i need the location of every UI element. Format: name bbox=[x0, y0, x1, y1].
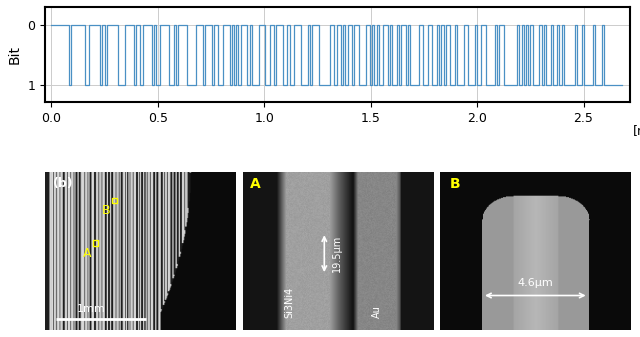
Bar bbox=[93, 240, 98, 246]
Text: [mm]: [mm] bbox=[634, 124, 640, 136]
Text: 1mm: 1mm bbox=[77, 304, 106, 314]
Text: (b): (b) bbox=[52, 177, 73, 190]
Text: B: B bbox=[450, 177, 460, 191]
Text: Au: Au bbox=[372, 305, 382, 317]
Text: A: A bbox=[83, 247, 92, 259]
Text: 4.6μm: 4.6μm bbox=[518, 278, 553, 287]
Text: A: A bbox=[250, 177, 261, 191]
Text: B: B bbox=[102, 204, 111, 217]
Bar bbox=[112, 197, 117, 203]
Text: Si3Ni4: Si3Ni4 bbox=[284, 286, 294, 317]
Y-axis label: Bit: Bit bbox=[8, 45, 22, 64]
Text: 19.5μm: 19.5μm bbox=[332, 235, 342, 272]
